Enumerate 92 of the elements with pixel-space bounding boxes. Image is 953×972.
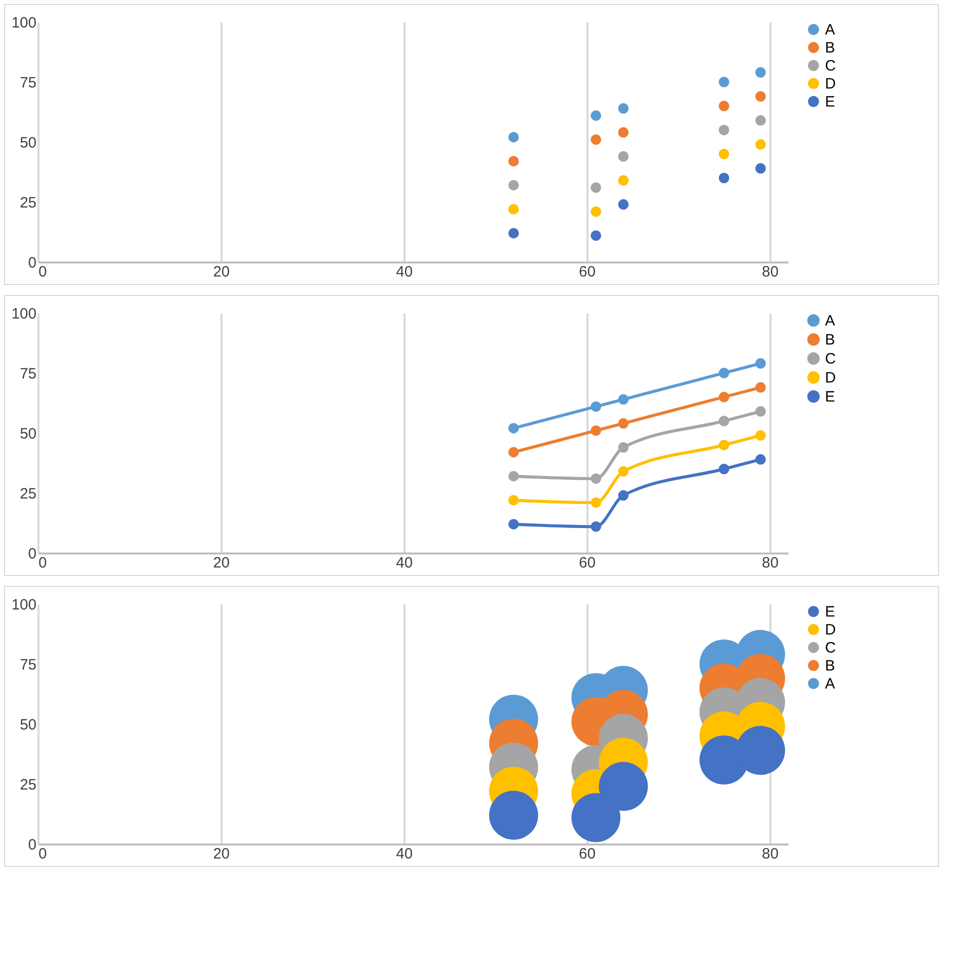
point: [508, 228, 519, 238]
point: [508, 204, 519, 214]
x-tick-label: 40: [396, 846, 413, 862]
point: [718, 368, 730, 378]
point: [755, 163, 766, 174]
point: [755, 406, 766, 417]
point: [590, 425, 602, 436]
legend-label: A: [825, 22, 836, 38]
x-tick-label: 40: [396, 264, 413, 280]
y-tick-label: 25: [20, 194, 36, 212]
x-tick-label: 60: [578, 846, 596, 862]
point: [718, 100, 730, 112]
point: [590, 134, 602, 145]
point: [590, 182, 602, 193]
x-tick-label: 0: [38, 554, 47, 572]
point: [590, 497, 602, 508]
point: [508, 518, 519, 530]
x-tick-label: 40: [396, 554, 413, 572]
x-tick-label: 80: [762, 554, 779, 572]
point: [590, 206, 602, 217]
y-tick-label: 50: [20, 716, 36, 734]
point: [508, 470, 519, 482]
legend-label: B: [825, 332, 836, 348]
point: [718, 392, 730, 402]
y-tick-label: 75: [20, 366, 36, 382]
x-tick-label: 0: [38, 846, 47, 862]
point: [618, 175, 629, 186]
y-tick-label: 75: [20, 656, 36, 674]
point: [508, 156, 519, 166]
point: [718, 76, 730, 88]
point: [618, 199, 629, 210]
point: [755, 454, 766, 465]
point: [590, 401, 602, 412]
point: [508, 494, 519, 506]
legend-label: D: [825, 622, 836, 638]
y-tick-label: 100: [11, 596, 36, 614]
x-tick-label: 80: [762, 846, 779, 862]
legend-label: E: [825, 388, 836, 406]
point: [718, 416, 730, 426]
point: [618, 490, 629, 501]
point: [590, 473, 602, 484]
point: [618, 418, 629, 429]
x-tick-label: 60: [578, 554, 596, 572]
point: [755, 115, 766, 126]
point: [755, 67, 766, 78]
y-tick-label: 50: [20, 134, 36, 152]
legend-label: C: [825, 640, 836, 656]
point: [618, 394, 629, 405]
legend-label: A: [825, 312, 836, 330]
y-tick-label: 100: [11, 306, 36, 322]
x-tick-label: 20: [213, 846, 230, 862]
point: [755, 358, 766, 369]
point: [590, 110, 602, 121]
y-tick-label: 75: [20, 74, 36, 92]
y-tick-label: 25: [20, 776, 36, 794]
legend-label: B: [825, 40, 836, 56]
point: [618, 103, 629, 114]
point: [508, 132, 519, 142]
point: [508, 422, 519, 434]
point: [508, 446, 519, 458]
x-tick-label: 60: [578, 264, 596, 280]
x-tick-label: 0: [38, 264, 47, 280]
point: [508, 180, 519, 190]
point: [718, 440, 730, 450]
legend-label: D: [825, 76, 836, 92]
point: [618, 151, 629, 162]
legend-label: E: [825, 94, 836, 110]
point: [618, 442, 629, 453]
legend-label: C: [825, 350, 836, 368]
legend-label: A: [825, 676, 836, 692]
point: [718, 464, 730, 474]
y-tick-label: 25: [20, 486, 36, 502]
point: [755, 91, 766, 102]
point: [718, 172, 730, 184]
point: [618, 127, 629, 138]
legend-label: E: [825, 604, 836, 620]
point: [718, 124, 730, 136]
legend-label: C: [825, 58, 836, 74]
point: [590, 230, 602, 241]
legend-label: B: [825, 658, 836, 674]
legend-label: D: [825, 370, 836, 386]
point: [755, 430, 766, 441]
x-tick-label: 20: [213, 264, 230, 280]
point: [590, 521, 602, 532]
x-tick-label: 20: [213, 554, 230, 572]
y-tick-label: 50: [20, 426, 36, 442]
point: [755, 382, 766, 393]
point: [755, 139, 766, 150]
y-tick-label: 100: [11, 14, 36, 32]
point: [718, 148, 730, 160]
x-tick-label: 80: [762, 264, 779, 280]
point: [618, 466, 629, 477]
